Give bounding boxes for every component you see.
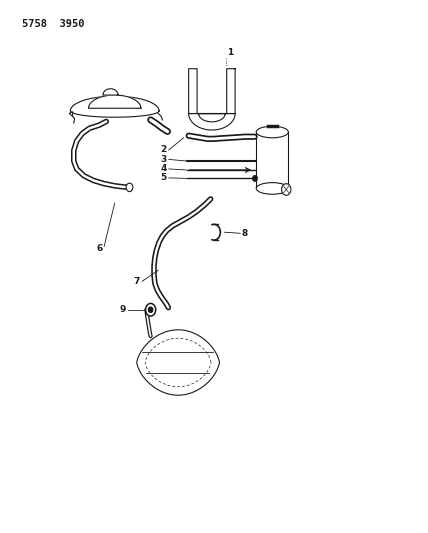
Polygon shape [70,96,159,117]
Polygon shape [189,69,235,130]
Polygon shape [137,330,220,395]
Text: 2: 2 [160,146,166,155]
Polygon shape [89,95,141,108]
Text: 4: 4 [160,164,166,173]
Circle shape [149,307,153,312]
Ellipse shape [256,126,288,138]
Text: 9: 9 [120,305,126,314]
Circle shape [146,303,156,316]
Ellipse shape [256,183,288,194]
Polygon shape [103,89,118,95]
Text: 5758  3950: 5758 3950 [22,19,84,29]
Text: 6: 6 [96,244,102,253]
Text: 3: 3 [160,155,166,164]
Circle shape [253,175,258,182]
Circle shape [282,184,291,195]
Text: 5: 5 [160,173,166,182]
Text: 1: 1 [228,47,234,56]
Text: 7: 7 [134,277,140,286]
Text: 8: 8 [241,229,248,238]
Circle shape [126,183,133,191]
